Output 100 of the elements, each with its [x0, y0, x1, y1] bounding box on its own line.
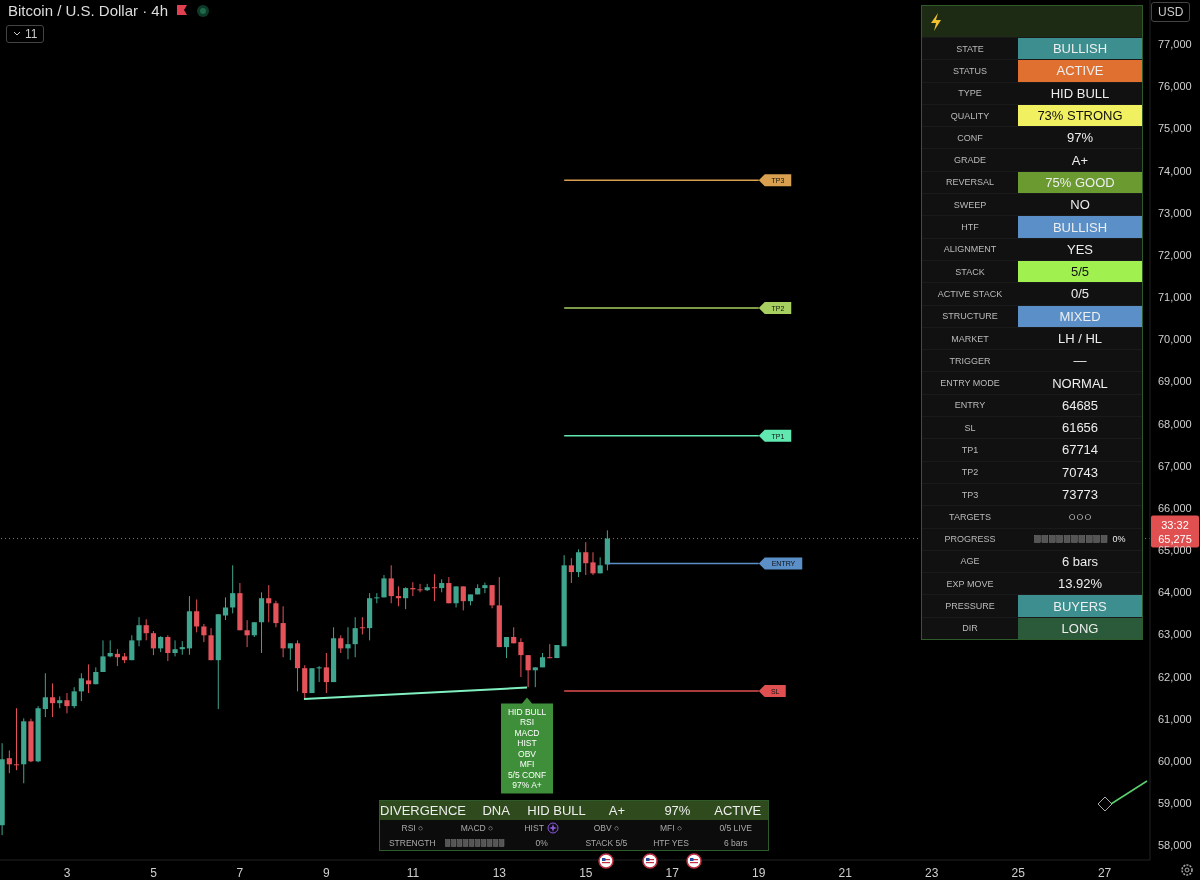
category-label: TP1 [960, 444, 980, 455]
text: ○○○ [1068, 509, 1092, 525]
text: 97% [1066, 130, 1094, 146]
text: 0/5 LIVE [719, 822, 752, 833]
category-label: EXP MOVE [945, 578, 995, 589]
category-label: STACK [954, 266, 986, 277]
text: OBV ○ [593, 822, 620, 833]
text: MFI ○ [659, 822, 683, 833]
candlestick [532, 666, 538, 688]
x-tick-label: 7 [236, 865, 244, 880]
candlestick [230, 564, 236, 614]
category-label: HID BULL [526, 803, 587, 818]
text: 73773 [1061, 487, 1099, 503]
category-label: HTF [960, 222, 980, 233]
text: — [1073, 353, 1087, 369]
candlestick [100, 639, 106, 673]
text: MIXED [1059, 308, 1101, 324]
category-label: 97% [663, 803, 692, 818]
category-label: PROGRESS [943, 534, 997, 545]
category-label: PRESSURE [944, 601, 996, 612]
x-tick-label: 13 [492, 865, 507, 880]
category-label: TP3 [960, 489, 980, 500]
candlestick [13, 707, 20, 771]
y-tick-label: 59,000 [1158, 796, 1192, 809]
text: A+ [1071, 152, 1089, 168]
category-label: CONF [956, 132, 984, 143]
candlestick [78, 672, 84, 702]
candlestick [359, 616, 365, 635]
candlestick [417, 583, 423, 593]
text: 61656 [1061, 420, 1099, 436]
candlestick [374, 592, 380, 604]
text: 0% [1112, 534, 1126, 545]
candlestick [71, 686, 77, 709]
candlestick [395, 585, 402, 607]
candlestick [446, 576, 452, 604]
category-label: STATUS [951, 65, 989, 76]
candlestick [482, 582, 488, 594]
candlestick [403, 586, 409, 610]
text: YES [1066, 241, 1093, 257]
candlestick [150, 630, 157, 656]
category-label: ACTIVE STACK [936, 288, 1004, 299]
text: USD [1151, 2, 1191, 22]
text: RSI ○ [401, 822, 424, 833]
candlestick [568, 557, 574, 584]
category-label: TARGETS [948, 511, 992, 522]
candlestick [165, 634, 171, 662]
text: BULLISH [1052, 41, 1108, 57]
category-label: SL [963, 422, 977, 433]
x-tick-label: 11 [406, 865, 420, 880]
category-label: SWEEP [952, 199, 988, 210]
y-tick-label: 75,000 [1158, 122, 1192, 135]
category-label: ALIGNMENT [942, 244, 998, 255]
category-label: ENTRY MODE [939, 378, 1001, 389]
candlestick [179, 640, 185, 656]
text: ACTIVE [1056, 63, 1104, 79]
candlestick [345, 626, 351, 660]
y-tick-label: 73,000 [1158, 206, 1192, 219]
candlestick [547, 643, 553, 659]
category-label: DNA [481, 803, 511, 818]
candlestick [489, 584, 495, 609]
category-label: TP2 [960, 467, 980, 478]
category-label: A+ [607, 803, 627, 818]
text: NORMAL [1052, 375, 1108, 391]
candlestick [453, 585, 459, 608]
candlestick [222, 596, 229, 621]
x-tick-label: 9 [323, 865, 331, 880]
y-tick-label: 68,000 [1158, 417, 1192, 430]
candlestick [388, 564, 394, 604]
text: BUYERS [1053, 598, 1107, 614]
text: HTF YES [653, 837, 689, 848]
text: BULLISH [1052, 219, 1108, 235]
y-tick-label: 67,000 [1158, 459, 1192, 472]
y-tick-label: 76,000 [1158, 80, 1192, 93]
annotation: 11 [25, 27, 38, 41]
y-tick-label: 72,000 [1158, 248, 1192, 261]
text: 70743 [1061, 464, 1099, 480]
y-tick-label: 69,000 [1158, 375, 1192, 388]
y-tick-label: 74,000 [1158, 164, 1192, 177]
text: NO [1070, 197, 1090, 213]
candlestick [244, 619, 250, 648]
x-tick-label: 21 [838, 865, 853, 880]
category-label: ENTRY [953, 400, 987, 411]
text: 64685 [1061, 397, 1099, 413]
ref-line-label: 65,275 [1158, 532, 1192, 545]
candlestick [352, 616, 358, 658]
category-label: AGE [959, 556, 981, 567]
text: 13.92% [1057, 576, 1103, 592]
candlestick [49, 682, 56, 718]
text: 0/5 [1070, 286, 1090, 302]
candlestick [525, 654, 531, 688]
candlestick [172, 639, 178, 657]
y-tick-label: 71,000 [1158, 291, 1192, 304]
y-tick-label: 77,000 [1158, 38, 1192, 51]
category-label: STRUCTURE [941, 311, 999, 322]
x-tick-label: 23 [924, 865, 939, 880]
x-tick-label: 25 [1011, 865, 1026, 880]
text: MACD ○ [460, 822, 494, 833]
category-label: GRADE [953, 155, 987, 166]
x-tick-label: 15 [579, 865, 593, 880]
candlestick [64, 692, 70, 714]
